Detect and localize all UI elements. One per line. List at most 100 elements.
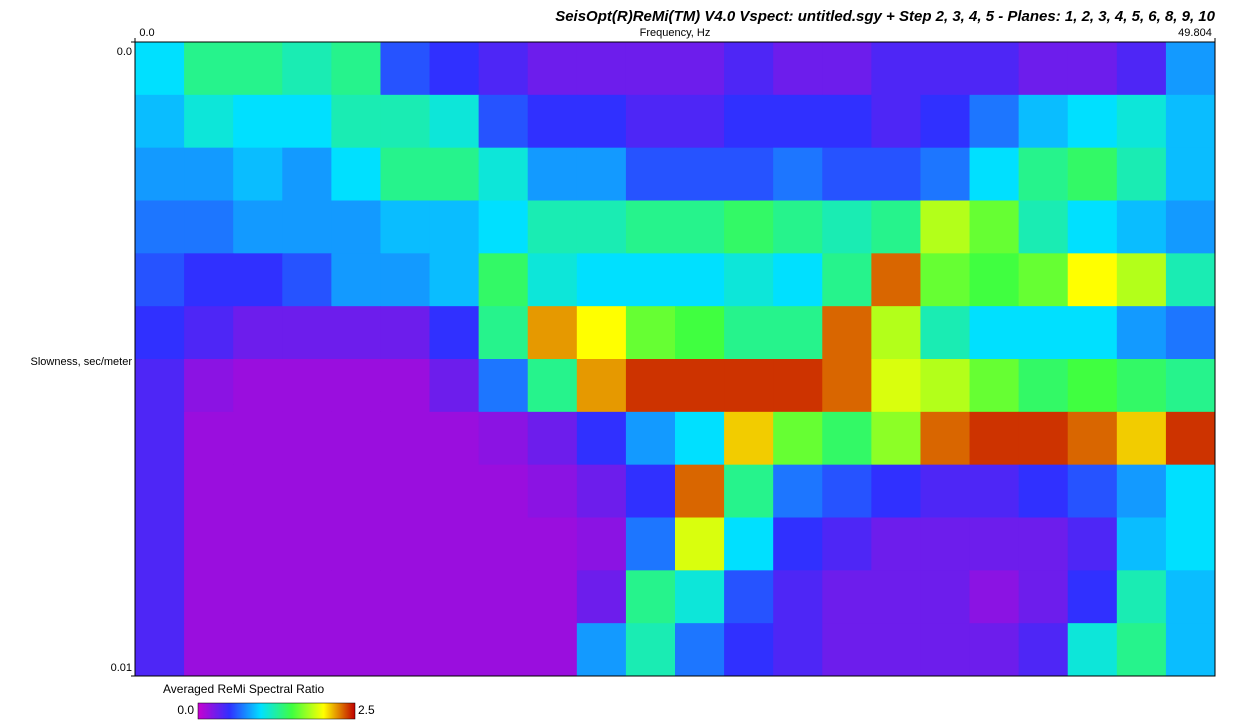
heatmap-cell: [577, 253, 627, 306]
heatmap-cell: [970, 623, 1020, 676]
heatmap-cell: [479, 253, 529, 306]
heatmap-cell: [577, 306, 627, 359]
heatmap-cell: [822, 623, 872, 676]
heatmap-cell: [430, 518, 480, 571]
heatmap-cell: [970, 201, 1020, 254]
heatmap-cell: [1019, 518, 1069, 571]
heatmap-cell: [871, 42, 921, 95]
heatmap-cell: [871, 95, 921, 148]
heatmap-cell: [577, 148, 627, 201]
colorbar: [198, 703, 355, 719]
heatmap-cell: [1166, 95, 1216, 148]
heatmap-cell: [577, 518, 627, 571]
heatmap-cell: [233, 95, 283, 148]
heatmap-cell: [577, 570, 627, 623]
heatmap-cell: [1117, 412, 1167, 465]
heatmap-cell: [724, 201, 774, 254]
heatmap-cell: [1019, 465, 1069, 518]
heatmap-cell: [1068, 518, 1118, 571]
colorbar-tick-label: 2.5: [358, 703, 375, 717]
heatmap-cell: [479, 570, 529, 623]
heatmap-cell: [1019, 201, 1069, 254]
heatmap-cell: [675, 570, 725, 623]
heatmap-cell: [184, 623, 234, 676]
heatmap-cell: [528, 570, 578, 623]
heatmap-cell: [920, 42, 970, 95]
heatmap-cell: [331, 518, 381, 571]
y-tick-label: 0.01: [111, 662, 132, 674]
heatmap-cell: [822, 253, 872, 306]
heatmap-cell: [724, 570, 774, 623]
heatmap-cell: [1068, 95, 1118, 148]
heatmap-cell: [773, 412, 823, 465]
heatmap-cell: [675, 623, 725, 676]
heatmap-cell: [380, 412, 430, 465]
heatmap-cell: [626, 306, 676, 359]
heatmap-cell: [331, 412, 381, 465]
heatmap-cell: [970, 570, 1020, 623]
heatmap-cell: [675, 412, 725, 465]
heatmap-cell: [479, 412, 529, 465]
heatmap-cell: [773, 465, 823, 518]
heatmap-cell: [1117, 359, 1167, 412]
x-axis-label: Frequency, Hz: [640, 27, 711, 39]
heatmap-cell: [184, 253, 234, 306]
heatmap-cell: [822, 359, 872, 412]
heatmap-cell: [479, 623, 529, 676]
heatmap-cell: [577, 465, 627, 518]
heatmap-cell: [1068, 623, 1118, 676]
heatmap-cell: [1068, 148, 1118, 201]
heatmap-cell: [184, 570, 234, 623]
heatmap-cell: [135, 306, 185, 359]
heatmap-cell: [871, 518, 921, 571]
heatmap-cell: [282, 253, 332, 306]
heatmap-cell: [528, 465, 578, 518]
heatmap-cell: [135, 465, 185, 518]
heatmap-cell: [430, 570, 480, 623]
heatmap-cell: [724, 412, 774, 465]
heatmap-cell: [970, 42, 1020, 95]
x-tick-label: 49.804: [1178, 27, 1212, 39]
heatmap-cell: [920, 306, 970, 359]
heatmap-cell: [920, 253, 970, 306]
heatmap-cell: [626, 42, 676, 95]
heatmap-cell: [479, 42, 529, 95]
heatmap-cell: [1166, 148, 1216, 201]
heatmap-cell: [970, 306, 1020, 359]
heatmap-cell: [970, 518, 1020, 571]
heatmap-cell: [184, 518, 234, 571]
heatmap-cell: [773, 42, 823, 95]
heatmap-cell: [626, 148, 676, 201]
heatmap-cell: [233, 306, 283, 359]
heatmap-cell: [1166, 623, 1216, 676]
heatmap-cell: [773, 201, 823, 254]
heatmap-cell: [871, 412, 921, 465]
heatmap-cell: [1068, 201, 1118, 254]
heatmap-cell: [233, 42, 283, 95]
heatmap-cell: [430, 412, 480, 465]
heatmap-cell: [430, 465, 480, 518]
heatmap-cell: [282, 306, 332, 359]
heatmap-cell: [380, 518, 430, 571]
heatmap-cell: [135, 570, 185, 623]
heatmap-cell: [331, 465, 381, 518]
heatmap-cell: [773, 359, 823, 412]
heatmap-cell: [135, 42, 185, 95]
heatmap-cell: [970, 253, 1020, 306]
heatmap-cell: [1019, 623, 1069, 676]
heatmap-cell: [1166, 201, 1216, 254]
heatmap-cell: [724, 623, 774, 676]
heatmap-cell: [331, 201, 381, 254]
heatmap-cell: [380, 95, 430, 148]
heatmap-cell: [430, 42, 480, 95]
heatmap-cell: [1117, 570, 1167, 623]
heatmap-cell: [675, 201, 725, 254]
heatmap-cell: [233, 623, 283, 676]
heatmap-cell: [1068, 412, 1118, 465]
heatmap-cell: [1068, 306, 1118, 359]
heatmap-cell: [1166, 570, 1216, 623]
heatmap-cell: [822, 465, 872, 518]
heatmap-cell: [773, 148, 823, 201]
heatmap: [135, 42, 1216, 677]
heatmap-cell: [282, 359, 332, 412]
